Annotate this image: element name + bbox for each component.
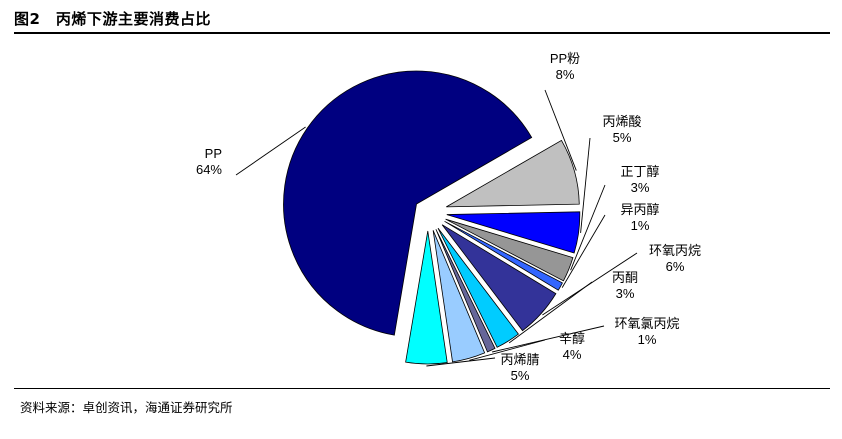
figure-title: 图2 丙烯下游主要消费占比	[14, 10, 211, 28]
slice-labels: PP64%PP粉8%丙烯酸5%正丁醇3%异丙醇1%环氧丙烷6%丙酮3%环氧氯丙烷…	[196, 51, 701, 383]
slice-value-1: 64%	[196, 162, 222, 177]
pie-slice-8	[435, 229, 496, 353]
figure-header: 图2 丙烯下游主要消费占比	[14, 8, 830, 36]
leader-line-3	[580, 137, 591, 233]
pie-slice-7	[437, 227, 519, 348]
leader-line-7	[508, 281, 593, 344]
slice-label-8: 环氧氯丙烷	[614, 316, 679, 331]
leader-line-10	[426, 357, 496, 367]
slice-label-7: 丙酮	[612, 270, 638, 285]
slice-label-2: PP粉	[550, 51, 580, 66]
leader-lines	[235, 89, 638, 367]
leader-line-2	[544, 89, 577, 171]
leader-line-5	[561, 214, 606, 288]
slice-value-6: 6%	[666, 259, 685, 274]
slice-label-9: 辛醇	[559, 331, 585, 346]
bottom-rule	[14, 388, 830, 389]
slice-value-2: 8%	[556, 67, 575, 82]
slice-label-10: 丙烯腈	[500, 352, 539, 367]
slice-label-4: 正丁醇	[620, 164, 659, 179]
slice-value-10: 5%	[511, 368, 530, 383]
slice-label-3: 丙烯酸	[602, 114, 641, 129]
pie-slice-5	[444, 220, 563, 291]
slice-label-1: PP	[205, 146, 222, 161]
leader-line-8	[491, 325, 605, 353]
source-note: 资料来源：卓创资讯，海通证券研究所	[20, 400, 233, 415]
pie-slice-9	[432, 230, 486, 363]
pie-slice-1	[283, 70, 533, 336]
top-rule	[14, 32, 830, 34]
leader-line-4	[570, 184, 606, 271]
slice-value-5: 1%	[631, 218, 650, 233]
slice-value-3: 5%	[613, 130, 632, 145]
slice-value-7: 3%	[616, 286, 635, 301]
pie-slice-4	[445, 218, 574, 282]
pie-slice-6	[441, 224, 557, 332]
slice-label-6: 环氧丙烷	[649, 243, 701, 258]
pie-slices	[283, 70, 581, 365]
slice-value-9: 4%	[563, 347, 582, 362]
slice-value-8: 1%	[638, 332, 657, 347]
slice-label-5: 异丙醇	[620, 202, 659, 217]
pie-slice-3	[446, 211, 581, 254]
pie-slice-2	[446, 139, 580, 208]
leader-line-1	[235, 126, 306, 176]
leader-line-9	[469, 339, 546, 361]
slice-value-4: 3%	[631, 180, 650, 195]
pie-slice-10	[405, 230, 448, 365]
